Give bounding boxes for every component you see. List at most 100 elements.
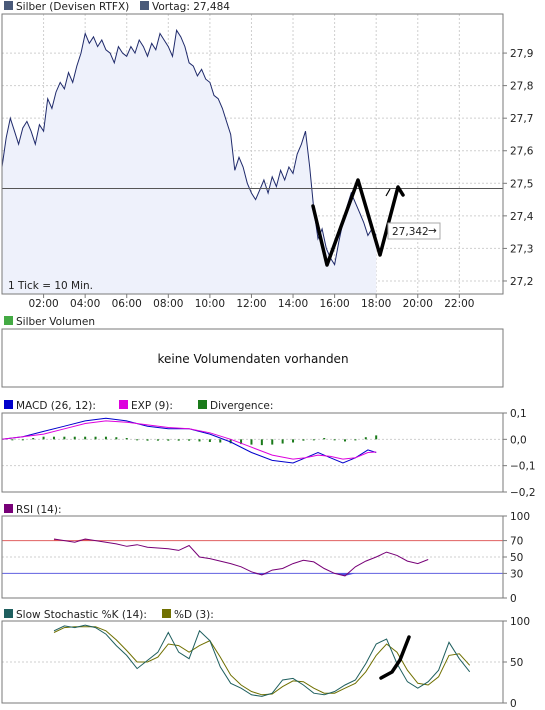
exp-legend-label: EXP (9): (131, 400, 173, 412)
divergence-bar (323, 438, 326, 440)
stoch-k-legend-swatch (4, 609, 13, 618)
price-x-axis: 02:00 04:00 06:00 08:00 10:00 12:00 14:00 16:00… (28, 294, 474, 310)
price-x-tick-label: 04:00 (70, 298, 100, 310)
price-x-tick-label: 08:00 (153, 298, 183, 310)
divergence-bar (104, 436, 107, 440)
exp-series-line (1, 420, 377, 460)
arrow-right-icon: → (428, 225, 437, 237)
divergence-bar (198, 439, 201, 442)
divergence-bar (73, 436, 76, 440)
price-x-tick-label: 20:00 (403, 298, 433, 310)
macd-y-axis: 0,1 0,0 −0,1 −0,2 (503, 408, 536, 499)
macd-gridlines (2, 438, 503, 467)
divergence-bar (333, 439, 336, 441)
rsi-legend-swatch (4, 504, 13, 513)
rsi-panel: RSI (14): 100 70 50 30 0 (1, 504, 530, 605)
stoch-k-series-line (53, 624, 471, 697)
divergence-bar (52, 436, 55, 440)
price-area (2, 30, 377, 295)
macd-y-tick-label: −0,2 (510, 487, 536, 499)
price-legend-label: Silber (Devisen RTFX) (16, 1, 129, 13)
divergence-bar (136, 439, 139, 441)
volume-legend-label: Silber Volumen (16, 316, 95, 328)
rsi-legend-label: RSI (14): (16, 504, 62, 516)
divergence-bar (63, 436, 66, 440)
rsi-y-tick-label: 70 (510, 536, 523, 548)
divergence-bar (240, 439, 243, 445)
last-price-label: 27,342 (392, 226, 429, 238)
volume-plot-frame (1, 328, 504, 388)
divergence-bar (115, 437, 118, 440)
price-x-tick-label: 18:00 (361, 298, 391, 310)
no-volume-message: keine Volumendaten vorhanden (157, 352, 348, 366)
stoch-d-legend-swatch (162, 609, 171, 618)
divergence-bar (167, 439, 170, 441)
user-drawn-stroke-stochastic (379, 635, 411, 680)
user-drawn-stroke (311, 178, 405, 267)
divergence-bar (364, 437, 367, 440)
price-legend-swatch (4, 1, 13, 10)
price-x-tick-label: 02:00 (28, 298, 58, 310)
macd-panel: MACD (26, 12): EXP (9): Divergence: 0,10… (1, 400, 536, 499)
divergence-bar (344, 439, 347, 442)
divergence-bar (250, 439, 253, 445)
price-x-tick-label: 12:00 (236, 298, 266, 310)
divergence-bar (156, 439, 159, 441)
divergence-bar (42, 436, 45, 440)
divergence-bar (312, 439, 315, 441)
stoch-y-axis: 100 50 0 (503, 616, 530, 710)
divergence-bar (125, 438, 128, 440)
price-y-tick-label: 27,2 (510, 276, 533, 288)
divergence-bar (21, 439, 24, 441)
divergence-legend-swatch (198, 400, 207, 409)
divergence-bar (354, 439, 357, 441)
stoch-d-legend-label: %D (3): (174, 609, 214, 621)
price-y-tick-label: 27,9 (510, 48, 533, 60)
price-plot-frame (1, 13, 504, 295)
price-panel: Silber (Devisen RTFX) Vortag: 27,484 27,… (1, 1, 534, 310)
price-x-tick-label: 22:00 (444, 298, 474, 310)
last-price-badge: 27,342 → (387, 222, 441, 240)
divergence-bar (219, 439, 222, 443)
stoch-plot-frame (1, 620, 504, 704)
divergence-bar (292, 439, 295, 443)
divergence-bar (11, 439, 14, 441)
macd-legend-swatch (4, 400, 13, 409)
divergence-bars (11, 435, 378, 446)
tick-interval-note: 1 Tick = 10 Min. (8, 280, 93, 292)
price-y-tick-label: 27,5 (510, 178, 533, 190)
divergence-bar (32, 438, 35, 440)
macd-legend-label: MACD (26, 12): (16, 400, 96, 412)
macd-y-tick-label: 0,0 (510, 434, 527, 446)
divergence-bar (177, 439, 180, 441)
price-x-tick-label: 10:00 (195, 298, 225, 310)
rsi-y-tick-label: 100 (510, 511, 530, 523)
macd-y-tick-label: −0,1 (510, 461, 536, 473)
divergence-bar (84, 436, 87, 440)
rsi-plot-frame (1, 515, 504, 599)
divergence-bar (271, 439, 274, 445)
stochastic-panel: Slow Stochastic %K (14): %D (3): 100 50 0 (1, 609, 530, 710)
divergence-bar (260, 439, 263, 446)
price-x-tick-label: 16:00 (319, 298, 349, 310)
divergence-bar (146, 439, 149, 441)
price-y-tick-label: 27,7 (510, 113, 533, 125)
rsi-y-tick-label: 0 (510, 593, 517, 605)
exp-legend-swatch (119, 400, 128, 409)
prev-close-legend-label: Vortag: 27,484 (152, 1, 230, 13)
divergence-legend-label: Divergence: (210, 400, 273, 412)
macd-plot-frame (1, 412, 504, 493)
stoch-y-tick-label: 0 (510, 698, 517, 710)
price-y-tick-label: 27,8 (510, 81, 533, 93)
user-drawn-hook (385, 188, 391, 197)
divergence-bar (281, 439, 284, 444)
rsi-y-tick-label: 30 (510, 568, 523, 580)
macd-y-tick-label: 0,1 (510, 408, 527, 420)
stoch-y-tick-label: 100 (510, 616, 530, 628)
price-y-axis: 27,9 27,8 27,7 27,6 27,5 27,4 27,3 27,2 (503, 48, 534, 288)
volume-panel: Silber Volumen keine Volumendaten vorhan… (1, 316, 504, 388)
price-x-tick-label: 14:00 (278, 298, 308, 310)
price-x-tick-label: 06:00 (112, 298, 142, 310)
divergence-bar (229, 439, 232, 444)
